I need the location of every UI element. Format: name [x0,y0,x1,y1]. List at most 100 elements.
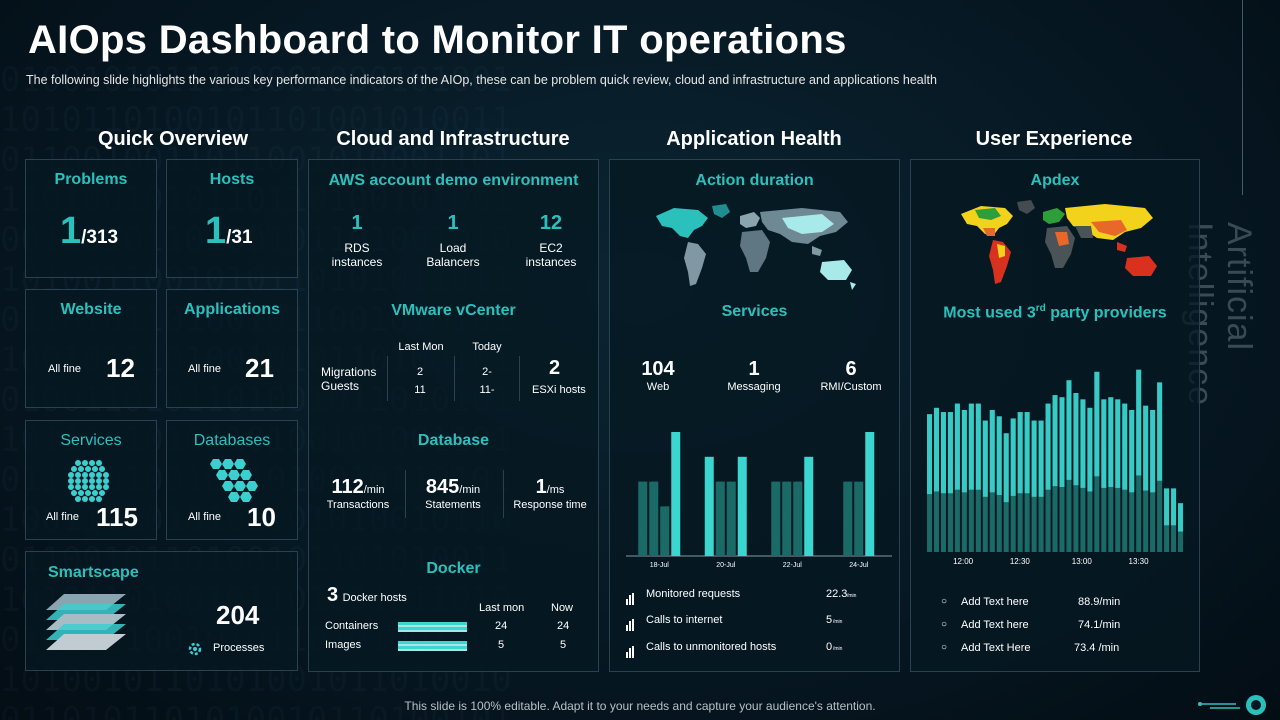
services-status: All fine [46,511,80,523]
databases-value: 10 [247,502,276,532]
docker-hosts-value: 3 [327,584,339,606]
metric-row-unmonitored: Calls to unmonitored hosts 0/min [626,640,886,658]
vmware-row-migrations: Migrations [321,365,377,379]
provider-bar-top [1122,403,1128,490]
provider-x-tick: 13:00 [1072,557,1093,566]
db-response: 1/ms Response time [505,476,595,511]
provider-bar-top [1010,418,1016,496]
ux-item-value: 74.1/min [1078,619,1121,631]
services-bar [726,481,736,556]
db-metric-label: Statements [425,499,481,511]
bar-chart-icon [626,587,635,605]
aws-item-value: 1 [447,212,459,234]
page-title: AIOps Dashboard to Monitor IT operations [28,18,847,62]
services-label: Services [60,432,122,449]
smartscape-value: 204 [216,600,260,630]
services-x-tick: 24-Jul [849,562,869,569]
services-card[interactable]: Services All fine 115 [25,420,157,540]
services-x-tick: 22-Jul [783,562,803,569]
providers-label: Most used 3 [943,304,1036,322]
metric-unit: /min [833,619,843,625]
smartscape-card[interactable]: Smartscape 204 Processes [25,551,298,671]
applications-card[interactable]: Applications All fine 21 [166,289,298,408]
service-value: 1 [748,358,760,380]
provider-bar-top [1150,409,1156,493]
provider-bar-top [982,420,988,497]
provider-bar-top [1171,488,1177,526]
databases-label: Databases [193,432,271,449]
service-label: RMI/Custom [820,381,882,393]
provider-bar-top [1073,393,1079,486]
user-experience-panel: Apdex Most used 3rd party providers 12:0… [910,159,1200,672]
provider-bar-top [927,414,933,495]
provider-bar-top [1080,399,1086,488]
heading-cloud: Cloud and Infrastructure [336,128,570,150]
bullet-icon: ○ [941,642,948,653]
provider-bar-top [968,403,974,490]
hosts-card[interactable]: Hosts 1/31 [166,159,298,278]
provider-bar-top [1178,503,1184,532]
metric-label: Calls to internet [646,614,723,626]
vmware-col-today: Today [472,341,502,353]
hosts-total: /31 [226,227,253,248]
service-label: Web [646,381,670,393]
ux-item-value: 73.4 /min [1074,642,1120,654]
ux-item-label: Add Text here [961,596,1029,608]
services-value: 115 [96,502,138,532]
services-bar [782,481,792,556]
provider-bar-top [1059,397,1065,488]
circuit-logo-icon [1198,695,1266,715]
provider-bar-top [1157,382,1163,481]
db-unit: /min [363,484,385,496]
bar-chart-icon [626,640,635,658]
metric-value: 0 [826,641,833,653]
applications-status: All fine [188,363,222,375]
hosts-value: 1 [205,210,227,252]
provider-bar-top [947,412,953,494]
provider-bar-top [1115,399,1121,488]
database-label: Database [417,432,490,449]
website-card[interactable]: Website All fine 12 [25,289,157,408]
containers-bar [398,622,467,632]
provider-bar-top [1143,405,1149,491]
services-x-tick: 18-Jul [650,562,670,569]
metric-row-internet: Calls to internet 5/min [626,613,886,631]
db-unit: /min [459,484,481,496]
applications-label: Applications [183,301,280,318]
provider-bar-top [1101,399,1107,488]
aws-item-value: 1 [351,212,363,234]
provider-bar-top [1094,371,1100,477]
provider-bar-top [954,403,960,490]
metric-label: Calls to unmonitored hosts [646,641,777,653]
gear-icon [188,642,202,656]
service-rmi: 6 RMI/Custom [810,358,892,393]
services-bar-chart: 18-Jul 20-Jul 22-Jul 24-Jul [626,432,892,569]
bullet-icon: ○ [941,596,948,607]
website-status: All fine [48,363,82,375]
bullet-icon: ○ [941,619,948,630]
ux-item-label: Add Text here [961,619,1029,631]
aws-item-lb: 1 Load Balancers [413,212,493,269]
action-duration-label: Action duration [695,172,814,189]
website-value: 12 [106,353,135,383]
vmware-last-migrations: 2 [416,366,424,378]
aws-item-line2: instances [331,255,383,269]
heading-quick-overview: Quick Overview [97,128,249,150]
databases-card[interactable]: Databases All fine 10 [166,420,298,540]
aws-item-rds: 1 RDS instances [317,212,397,269]
providers-bar-chart: 12:00 12:30 13:00 13:30 [927,369,1184,566]
provider-bar-top [1136,369,1142,476]
problems-card[interactable]: Problems 1/313 [25,159,157,278]
vmware-last-guests: 11 [414,384,426,396]
services-bar [793,481,803,556]
metric-unit: /min [847,593,857,599]
aws-item-value: 12 [539,212,563,234]
docker-row-containers: Containers [325,620,379,632]
metric-value: 5 [826,614,833,626]
aws-item-line1: EC2 [539,241,563,255]
service-messaging: 1 Messaging [714,358,794,393]
provider-bar-top [933,407,939,492]
aws-item-ec2: 12 EC2 instances [511,212,591,269]
services-bar [671,432,681,556]
provider-bar-top [1024,412,1030,494]
